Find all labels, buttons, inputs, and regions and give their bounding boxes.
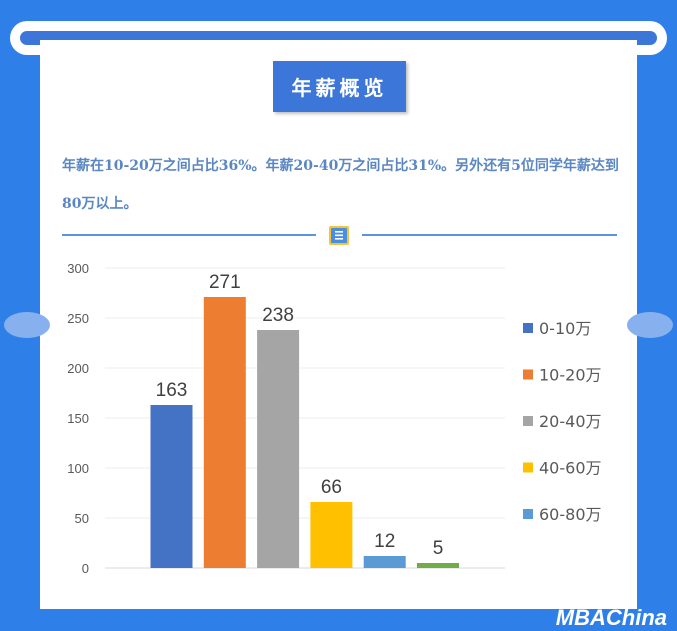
bar <box>363 556 406 568</box>
legend-label: 40-60万 <box>539 459 602 478</box>
legend-swatch <box>523 416 533 426</box>
y-tick-label: 300 <box>67 261 89 276</box>
data-label: 238 <box>262 305 294 326</box>
bar <box>257 330 300 568</box>
data-label: 271 <box>209 272 241 293</box>
y-tick-label: 50 <box>75 511 89 526</box>
legend-label: 10-20万 <box>539 366 602 385</box>
legend-swatch <box>523 323 533 333</box>
data-label: 163 <box>156 380 188 401</box>
summary-text: 年薪在10-20万之间占比36%。年薪20-40万之间占比31%。另外还有5位同… <box>62 158 619 212</box>
bar <box>150 405 193 568</box>
y-tick-label: 100 <box>67 461 89 476</box>
bar <box>203 297 246 568</box>
watermark-logo: MBAChina <box>555 605 667 630</box>
data-label: 66 <box>321 477 342 498</box>
legend-label: 20-40万 <box>539 412 602 431</box>
legend-swatch <box>523 462 533 473</box>
left-side-oval <box>4 312 50 338</box>
data-label: 5 <box>433 538 444 559</box>
legend-label: 60-80万 <box>539 505 602 524</box>
legend-swatch <box>523 509 533 519</box>
scroll-icon <box>329 226 349 245</box>
page-title: 年薪概览 <box>273 61 406 112</box>
y-tick-label: 150 <box>67 411 89 426</box>
legend-label: 0-10万 <box>539 319 591 338</box>
data-label: 12 <box>374 531 395 552</box>
legend-swatch <box>523 369 533 380</box>
bar <box>310 502 353 568</box>
y-tick-label: 200 <box>67 361 89 376</box>
bar <box>417 563 459 568</box>
y-tick-label: 0 <box>82 561 89 576</box>
right-side-oval <box>627 312 673 338</box>
divider-right <box>362 234 617 236</box>
divider-left <box>62 234 316 236</box>
y-tick-label: 250 <box>67 311 89 326</box>
